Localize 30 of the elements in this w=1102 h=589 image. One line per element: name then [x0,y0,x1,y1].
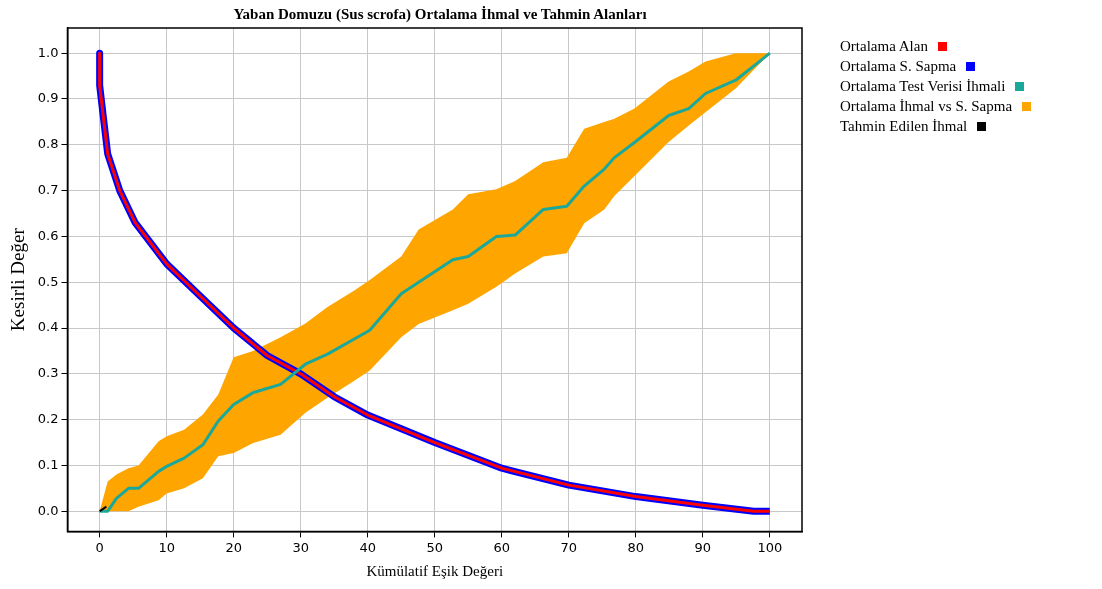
y-tick-label: 0.1 [37,456,59,472]
y-tick-label: 0.8 [37,136,59,152]
legend-label: Tahmin Edilen İhmal [840,117,968,135]
x-tick-label: 40 [359,539,376,555]
x-tick-label: 90 [694,539,712,555]
y-tick-label: 0.6 [37,227,59,243]
legend-label: Ortalama İhmal vs S. Sapma [840,97,1013,115]
y-tick-label: 0.9 [37,90,59,106]
y-tick-label: 0.5 [37,273,59,289]
x-tick-label: 20 [225,539,242,555]
x-tick-label: 10 [158,539,175,555]
y-tick-label: 0.2 [37,411,59,427]
x-tick-label: 50 [426,539,444,555]
y-tick-label: 0.3 [37,365,59,381]
legend-label: Ortalama Alan [840,37,928,55]
x-tick-label: 0 [95,539,104,555]
y-tick-label: 0.7 [37,181,59,197]
y-tick-label: 0.0 [37,502,59,518]
y-tick-label: 0.4 [37,319,59,335]
x-tick-label: 80 [627,539,645,555]
x-axis-title: Kümülatif Eşik Değeri [366,562,504,579]
x-tick-label: 70 [560,539,578,555]
x-tick-label: 60 [493,539,511,555]
legend-label: Ortalama S. Sapma [840,57,957,75]
x-tick-label: 100 [757,539,783,555]
y-axis-title: Kesirli Değer [7,227,29,332]
chart-title: Yaban Domuzu (Sus scrofa) Ortalama İhmal ve Tahmin Alanları [232,6,648,23]
x-tick-label: 30 [292,539,309,555]
legend-label: Ortalama Test Verisi İhmali [840,77,1006,95]
y-tick-label: 1.0 [37,44,59,60]
